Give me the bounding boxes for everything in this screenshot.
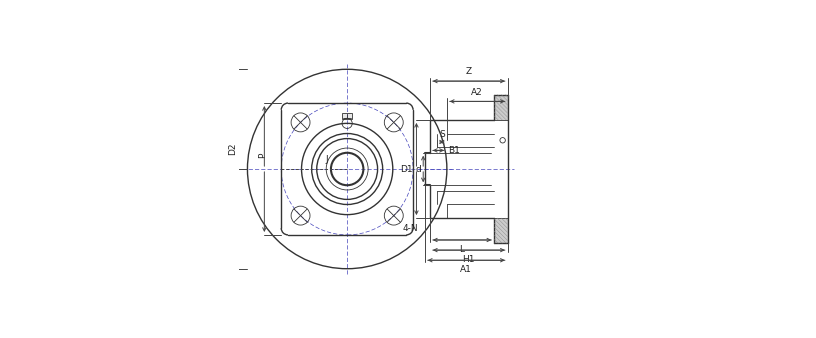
Text: L: L bbox=[459, 245, 464, 254]
Text: A2: A2 bbox=[472, 88, 483, 97]
Bar bbox=[494, 95, 508, 120]
Text: H1: H1 bbox=[463, 255, 475, 264]
Text: 4-N: 4-N bbox=[402, 224, 418, 233]
Text: Z: Z bbox=[466, 67, 472, 76]
Text: d: d bbox=[416, 165, 422, 173]
Text: P: P bbox=[258, 153, 267, 158]
Text: S: S bbox=[439, 129, 445, 139]
FancyBboxPatch shape bbox=[343, 113, 352, 119]
Text: D1: D1 bbox=[401, 165, 413, 173]
Text: A1: A1 bbox=[460, 265, 472, 274]
Text: B1: B1 bbox=[449, 146, 460, 155]
Bar bbox=[494, 218, 508, 243]
Text: D2: D2 bbox=[228, 143, 237, 155]
Text: J: J bbox=[326, 155, 328, 164]
